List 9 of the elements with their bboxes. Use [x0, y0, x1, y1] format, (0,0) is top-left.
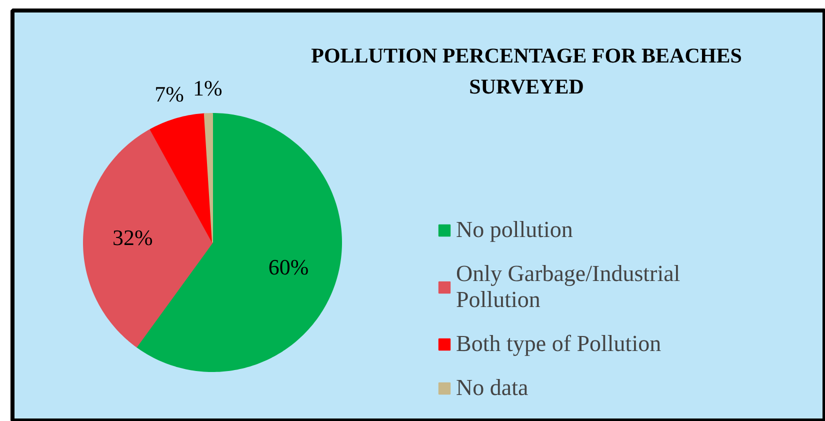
legend-label: No data — [456, 375, 528, 401]
data-label: 1% — [192, 75, 222, 100]
data-label: 7% — [154, 81, 184, 106]
legend-label: No pollution — [456, 217, 573, 243]
data-label: 60% — [268, 254, 309, 280]
data-label: 32% — [112, 224, 153, 250]
legend-label: Only Garbage/Industrial Pollution — [456, 261, 680, 313]
legend-label: Both type of Pollution — [456, 331, 662, 357]
chart-title: POLLUTION PERCENTAGE FOR BEACHES SURVEYED — [311, 44, 742, 98]
